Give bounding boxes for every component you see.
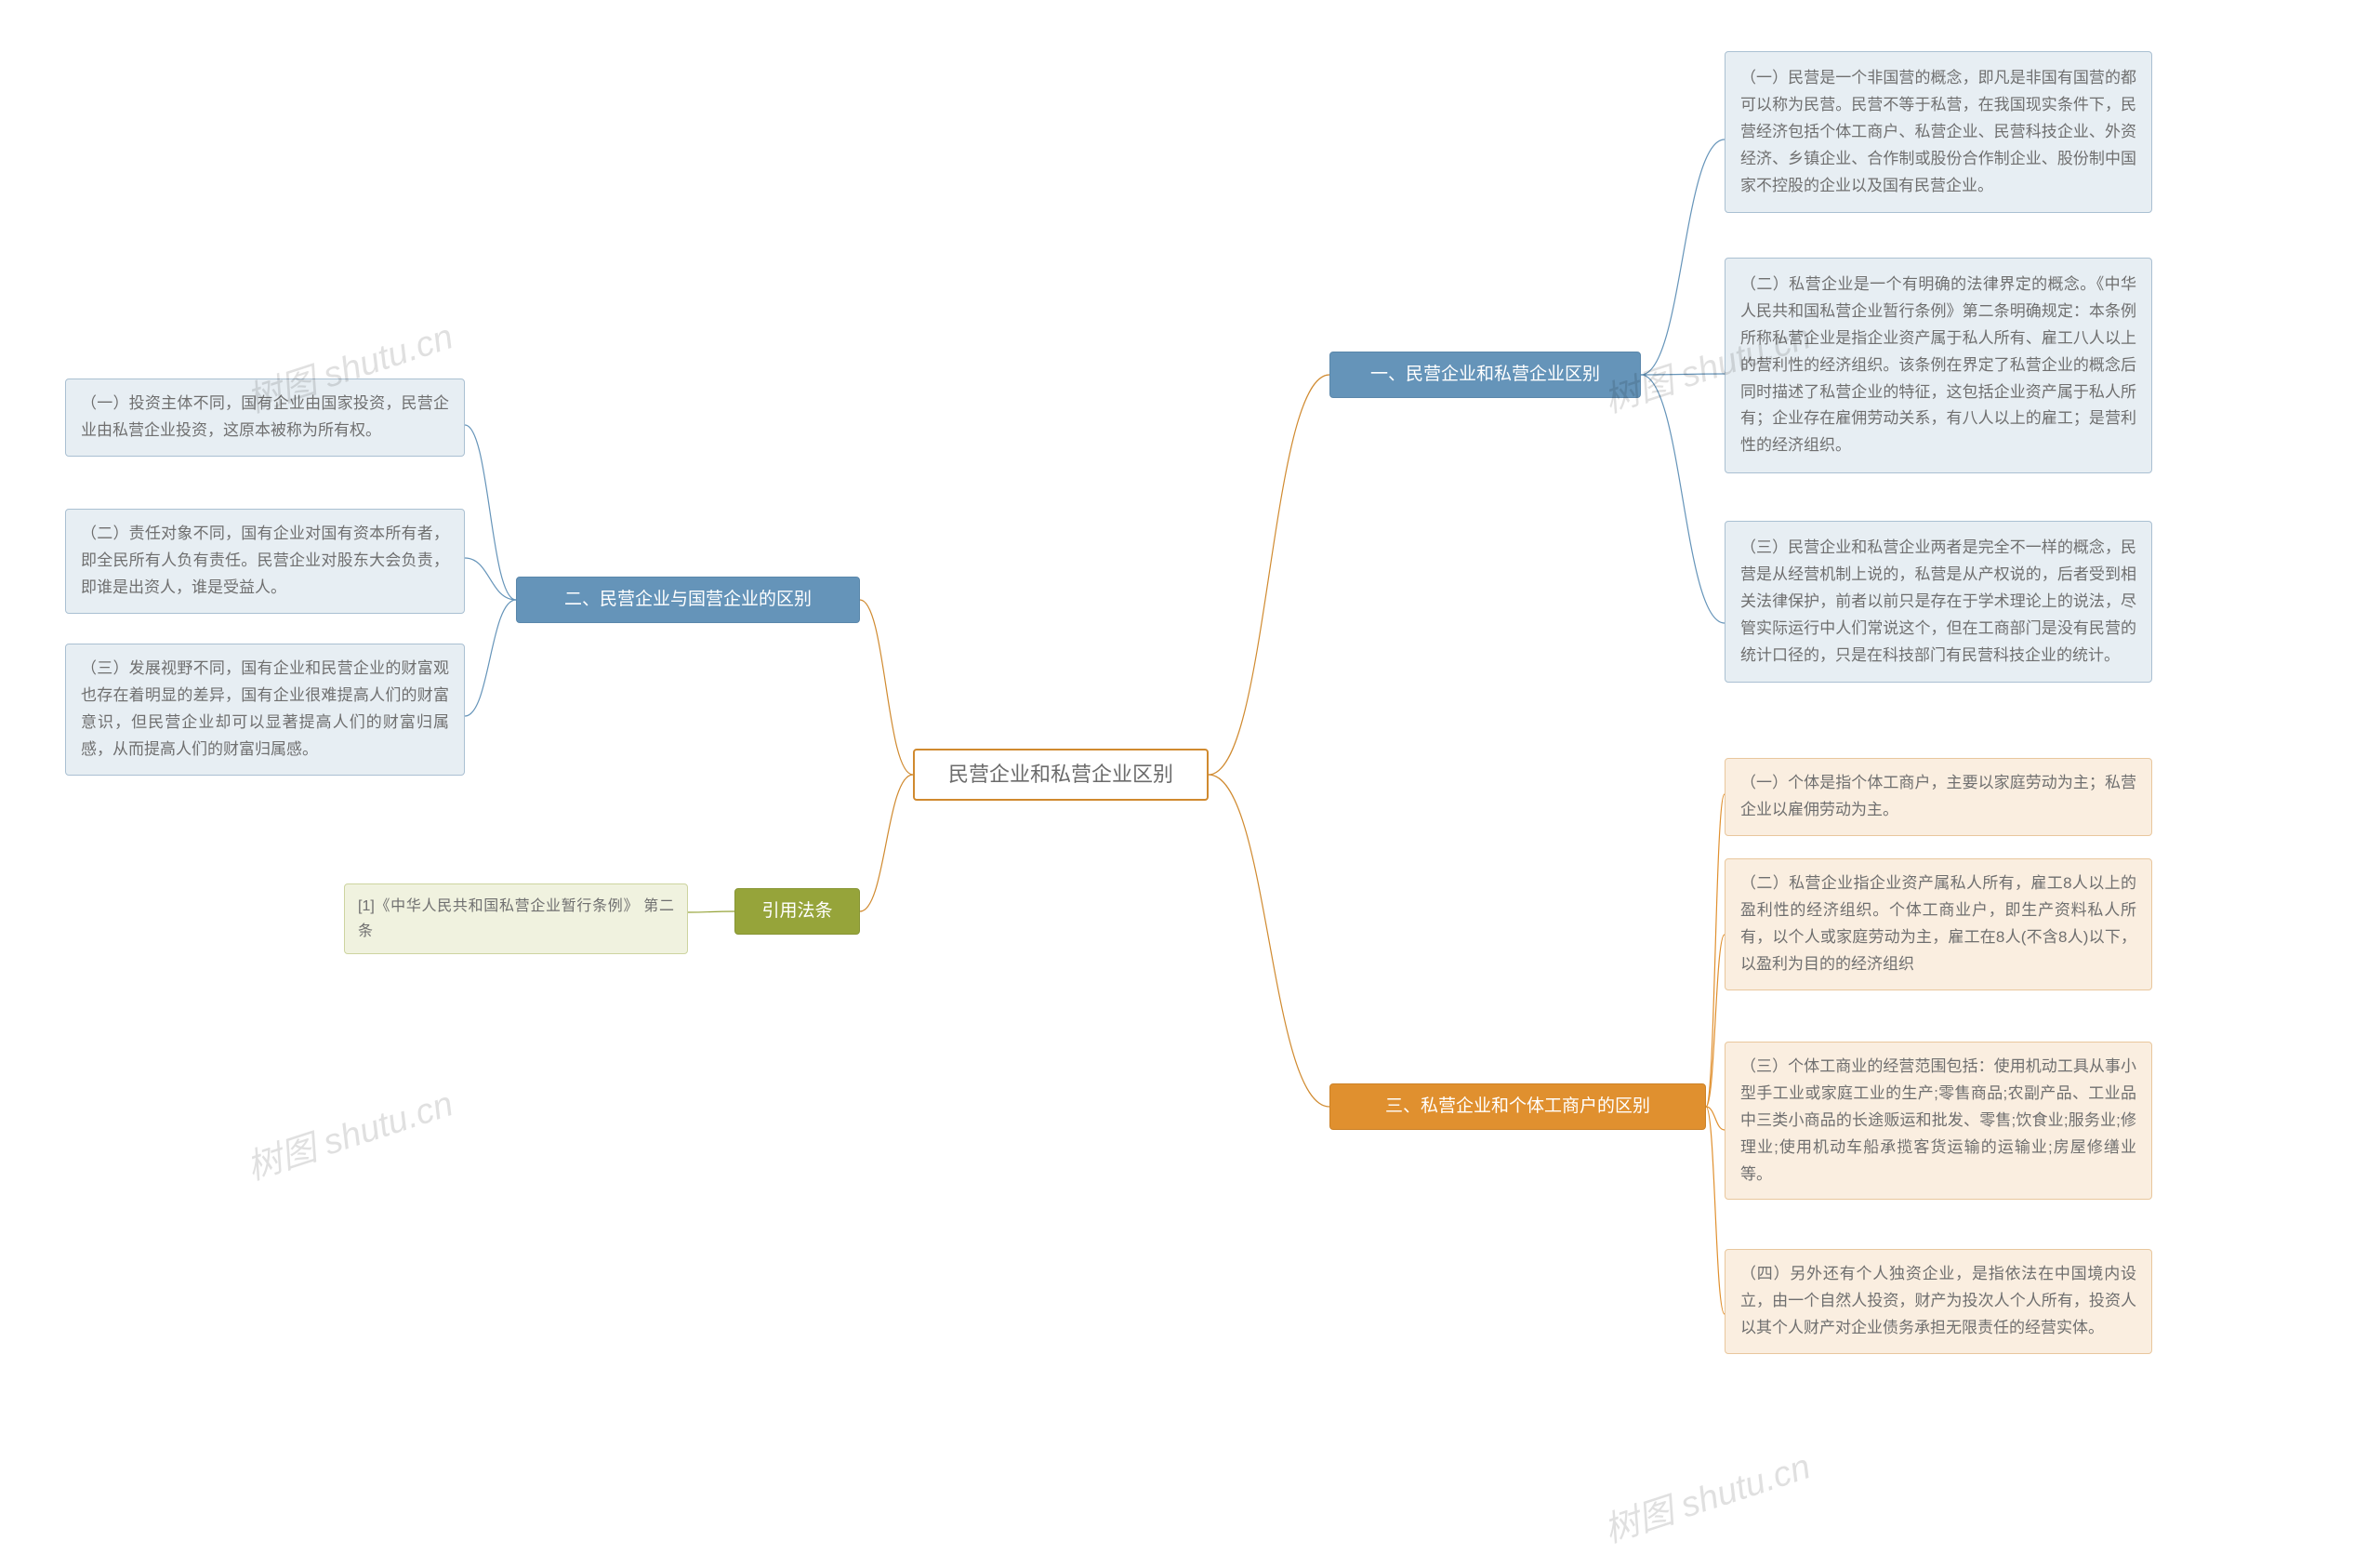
branch-3-leaf-3: （三）个体工商业的经营范围包括：使用机动工具从事小型手工业或家庭工业的生产;零售… [1725,1042,2152,1200]
root-label: 民营企业和私营企业区别 [948,758,1173,790]
branch-4-label: 引用法条 [761,897,832,925]
watermark: 树图 shutu.cn [239,1075,458,1189]
branch-2[interactable]: 二、民营企业与国营企业的区别 [516,577,860,623]
branch-3[interactable]: 三、私营企业和个体工商户的区别 [1329,1083,1706,1130]
branch-1-label: 一、民营企业和私营企业区别 [1370,361,1600,389]
root-node[interactable]: 民营企业和私营企业区别 [913,749,1209,801]
watermark: 树图 shutu.cn [1596,1438,1816,1552]
branch-2-leaf-3: （三）发展视野不同，国有企业和民营企业的财富观也存在着明显的差异，国有企业很难提… [65,644,465,776]
branch-3-leaf-2: （二）私营企业指企业资产属私人所有，雇工8人以上的盈利性的经济组织。个体工商业户… [1725,858,2152,990]
branch-3-label: 三、私营企业和个体工商户的区别 [1385,1093,1650,1121]
branch-4-leaf-1: [1]《中华人民共和国私营企业暂行条例》 第二条 [344,883,688,954]
branch-2-label: 二、民营企业与国营企业的区别 [564,586,812,614]
branch-4[interactable]: 引用法条 [734,888,860,935]
branch-3-leaf-4: （四）另外还有个人独资企业，是指依法在中国境内设立，由一个自然人投资，财产为投次… [1725,1249,2152,1354]
branch-3-leaf-1: （一）个体是指个体工商户，主要以家庭劳动为主；私营企业以雇佣劳动为主。 [1725,758,2152,836]
branch-1-leaf-2: （二）私营企业是一个有明确的法律界定的概念。《中华人民共和国私营企业暂行条例》第… [1725,258,2152,473]
branch-2-leaf-1: （一）投资主体不同，国有企业由国家投资，民营企业由私营企业投资，这原本被称为所有… [65,379,465,457]
branch-2-leaf-2: （二）责任对象不同，国有企业对国有资本所有者，即全民所有人负有责任。民营企业对股… [65,509,465,614]
branch-1[interactable]: 一、民营企业和私营企业区别 [1329,352,1641,398]
branch-1-leaf-3: （三）民营企业和私营企业两者是完全不一样的概念，民营是从经营机制上说的，私营是从… [1725,521,2152,683]
branch-1-leaf-1: （一）民营是一个非国营的概念，即凡是非国有国营的都可以称为民营。民营不等于私营，… [1725,51,2152,213]
